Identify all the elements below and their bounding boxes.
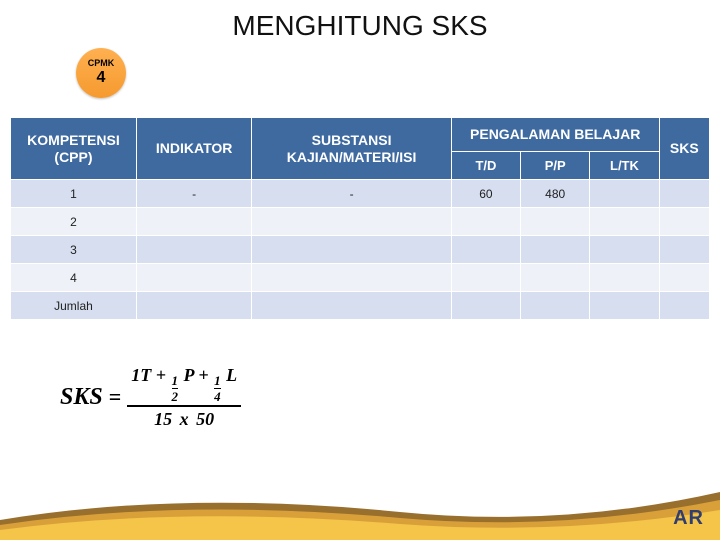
cell-komp: 1 xyxy=(11,180,137,208)
formula-label: SKS xyxy=(60,384,103,411)
sks-table: KOMPETENSI (CPP) INDIKATOR SUBSTANSI KAJ… xyxy=(10,117,710,320)
table-row: 3 xyxy=(11,236,710,264)
th-pp: P/P xyxy=(521,151,590,180)
th-sks: SKS xyxy=(659,118,709,180)
cell-td: 60 xyxy=(451,180,520,208)
cell-sks xyxy=(659,180,709,208)
page-title: MENGHITUNG SKS xyxy=(0,10,720,42)
cell-sub: - xyxy=(252,180,451,208)
th-td: T/D xyxy=(451,151,520,180)
cell-komp: 3 xyxy=(11,236,137,264)
th-ltk: L/TK xyxy=(590,151,659,180)
sks-formula: SKS = 1T + 1 2 P + 1 4 L 15 x 50 xyxy=(60,365,241,430)
table-row: 1 - - 60 480 xyxy=(11,180,710,208)
cell-ind: - xyxy=(136,180,251,208)
th-pengalaman: PENGALAMAN BELAJAR xyxy=(451,118,659,152)
badge-label: CPMK xyxy=(88,59,115,68)
equals-sign: = xyxy=(109,384,122,410)
footer-label: AR xyxy=(673,507,704,530)
table-row: 4 xyxy=(11,264,710,292)
th-indikator: INDIKATOR xyxy=(136,118,251,180)
table-row: Jumlah xyxy=(11,292,710,320)
cell-komp: 4 xyxy=(11,264,137,292)
fraction: 1T + 1 2 P + 1 4 L 15 x 50 xyxy=(127,365,241,430)
table-row: 2 xyxy=(11,208,710,236)
cell-ltk xyxy=(590,180,659,208)
numerator: 1T + 1 2 P + 1 4 L xyxy=(127,365,241,403)
cpmk-badge: CPMK 4 xyxy=(76,48,126,98)
half-fraction: 1 2 xyxy=(172,374,179,403)
cell-komp: 2 xyxy=(11,208,137,236)
cell-pp: 480 xyxy=(521,180,590,208)
th-substansi: SUBSTANSI KAJIAN/MATERI/ISI xyxy=(252,118,451,180)
cell-komp: Jumlah xyxy=(11,292,137,320)
denominator: 15 x 50 xyxy=(150,409,218,430)
quarter-fraction: 1 4 xyxy=(214,374,221,403)
th-kompetensi: KOMPETENSI (CPP) xyxy=(11,118,137,180)
footer-swoosh xyxy=(0,470,720,540)
badge-number: 4 xyxy=(97,68,106,87)
